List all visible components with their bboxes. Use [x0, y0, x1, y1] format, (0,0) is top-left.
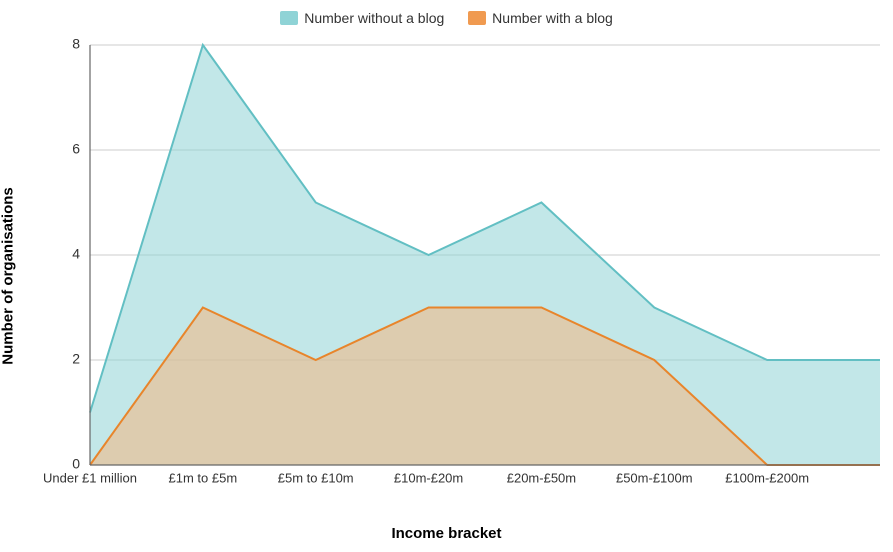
svg-text:£1m to £5m: £1m to £5m: [169, 471, 238, 486]
svg-text:0: 0: [72, 456, 80, 472]
plot-area: 02468 Under £1 million£1m to £5m£5m to £…: [90, 45, 880, 465]
svg-text:£20m-£50m: £20m-£50m: [507, 471, 576, 486]
chart-svg: 02468 Under £1 million£1m to £5m£5m to £…: [90, 45, 880, 465]
area-chart: Number without a blog Number with a blog…: [0, 0, 893, 552]
svg-text:8: 8: [72, 36, 80, 52]
legend-item-without-blog: Number without a blog: [280, 10, 444, 26]
legend-swatch: [280, 11, 298, 25]
svg-text:4: 4: [72, 246, 80, 262]
svg-text:£10m-£20m: £10m-£20m: [394, 471, 463, 486]
svg-text:Under £1 million: Under £1 million: [43, 471, 137, 486]
legend-label: Number without a blog: [304, 10, 444, 26]
x-tick-labels: Under £1 million £1m to £5m £5m to £10m £10…: [43, 471, 809, 486]
chart-legend: Number without a blog Number with a blog: [0, 10, 893, 28]
y-axis-label: Number of organisations: [0, 187, 17, 365]
x-axis-label: Income bracket: [0, 525, 893, 542]
legend-item-with-blog: Number with a blog: [468, 10, 613, 26]
y-tick-labels: 0 2 4 6 8: [72, 36, 80, 472]
svg-text:£5m to £10m: £5m to £10m: [278, 471, 354, 486]
svg-text:6: 6: [72, 141, 80, 157]
svg-text:2: 2: [72, 351, 80, 367]
svg-text:£50m-£100m: £50m-£100m: [616, 471, 693, 486]
legend-label: Number with a blog: [492, 10, 613, 26]
legend-swatch: [468, 11, 486, 25]
svg-text:£100m-£200m: £100m-£200m: [725, 471, 809, 486]
